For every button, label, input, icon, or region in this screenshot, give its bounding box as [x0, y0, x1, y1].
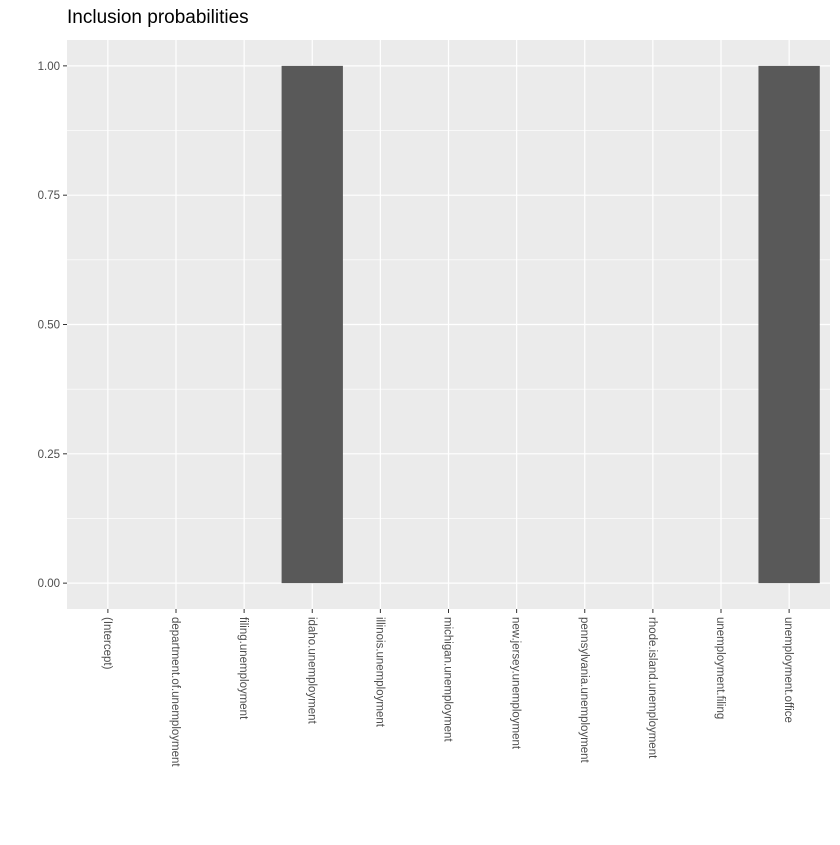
y-tick-label: 0.25	[38, 449, 60, 461]
y-axis: 0.00 0.25 0.50 0.75 1.00	[38, 61, 67, 590]
y-tick-label: 0.75	[38, 190, 60, 202]
x-tick-label: illinois.unemployment	[373, 617, 385, 728]
bars	[281, 65, 820, 584]
x-tick-label: (Intercept)	[101, 617, 113, 670]
x-axis: (Intercept) department.of.unemployment fil…	[101, 609, 794, 767]
x-tick-label: rhode.island.unemployment	[646, 617, 658, 759]
x-tick-label: idaho.unemployment	[305, 617, 317, 725]
x-tick-label: pennsylvania.unemployment	[578, 617, 590, 764]
x-tick-label: department.of.unemployment	[169, 617, 181, 767]
y-tick-label: 0.00	[38, 578, 60, 590]
x-tick-label: michigan.unemployment	[442, 617, 454, 742]
y-tick-label: 0.50	[38, 320, 60, 332]
x-tick-label: new.jersey.unemployment	[510, 617, 522, 750]
x-tick-label: unemployment.filing	[714, 617, 726, 719]
x-tick-label: filing.unemployment	[237, 617, 249, 720]
x-tick-label: unemployment.office	[782, 617, 794, 723]
bar-idaho-unemployment	[281, 65, 343, 584]
chart-title: Inclusion probabilities	[67, 7, 249, 28]
bar-unemployment-office	[758, 65, 820, 584]
y-tick-label: 1.00	[38, 61, 60, 73]
